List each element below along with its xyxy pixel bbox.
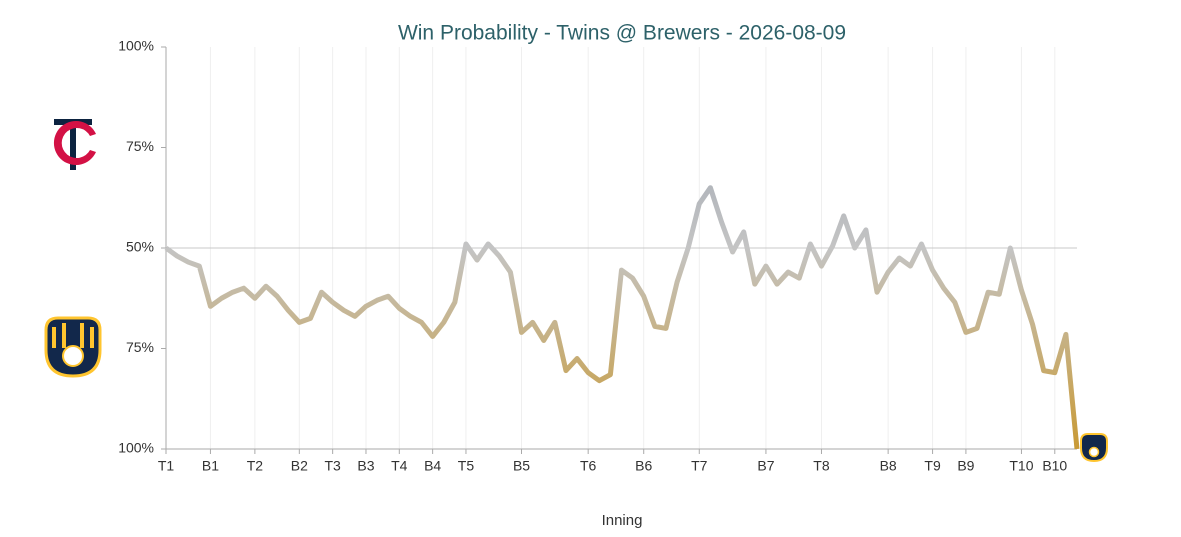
x-tick-label: B1	[202, 458, 219, 474]
x-tick-label: B5	[513, 458, 530, 474]
x-tick-label: T10	[1009, 458, 1033, 474]
brewers-end-logo	[1080, 433, 1108, 463]
chart-title: Win Probability - Twins @ Brewers - 2026…	[398, 22, 846, 45]
y-tick-label: 100%	[118, 38, 154, 54]
x-tick-label: T6	[580, 458, 597, 474]
y-tick-label: 50%	[126, 239, 154, 255]
x-tick-label: T7	[691, 458, 708, 474]
x-tick-label: T2	[247, 458, 264, 474]
x-tick-label: T5	[458, 458, 475, 474]
x-tick-label: B9	[957, 458, 974, 474]
x-axis-label: Inning	[602, 512, 643, 529]
x-tick-label: B10	[1042, 458, 1067, 474]
y-tick-label: 100%	[118, 440, 154, 456]
x-tick-label: B6	[635, 458, 652, 474]
x-tick-label: B8	[880, 458, 897, 474]
x-tick-label: B4	[424, 458, 441, 474]
x-tick-label: B3	[357, 458, 374, 474]
twins-logo	[53, 119, 96, 170]
brewers-logo	[44, 316, 102, 378]
x-tick-label: T1	[158, 458, 175, 474]
win-probability-line	[164, 185, 1080, 450]
x-tick-label: B7	[757, 458, 774, 474]
x-tick-label: T3	[324, 458, 341, 474]
y-tick-label: 75%	[126, 138, 154, 154]
x-tick-label: T8	[813, 458, 830, 474]
x-tick-label: T4	[391, 458, 408, 474]
x-tick-label: B2	[291, 458, 308, 474]
y-tick-label: 75%	[126, 339, 154, 355]
x-tick-label: T9	[924, 458, 941, 474]
